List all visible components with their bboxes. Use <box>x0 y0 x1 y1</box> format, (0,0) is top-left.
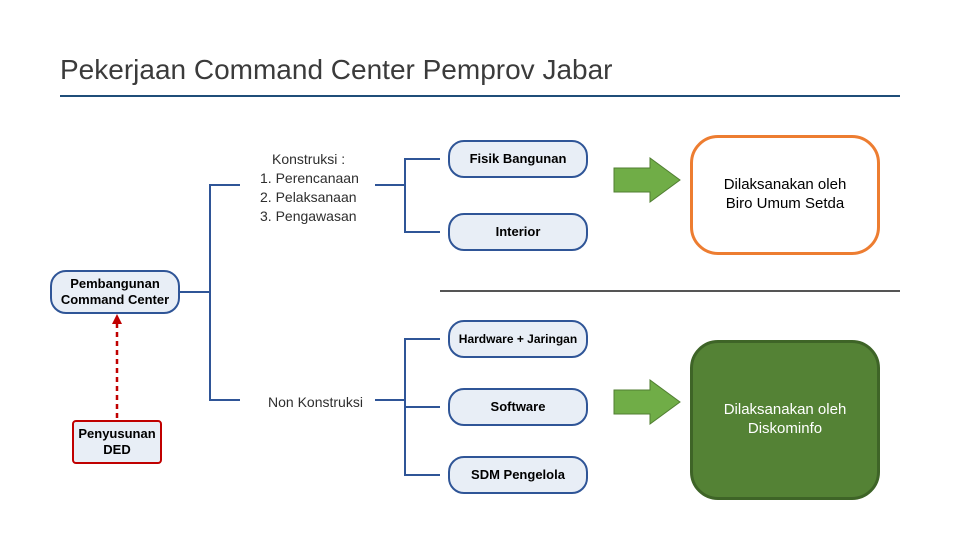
node-pembangunan-label: Pembangunan Command Center <box>61 276 169 309</box>
node-penyusunan-label: Penyusunan DED <box>78 426 155 459</box>
text-konstruksi-line1: 1. Perencanaan <box>260 169 359 188</box>
dashed-link-arrowhead <box>112 314 122 324</box>
text-nonkonstruksi-label: Non Konstruksi <box>268 394 363 410</box>
text-konstruksi: Konstruksi : 1. Perencanaan 2. Pelaksana… <box>260 150 359 226</box>
title-underline <box>60 95 900 97</box>
node-hardware: Hardware + Jaringan <box>448 320 588 358</box>
node-interior: Interior <box>448 213 588 251</box>
page-title: Pekerjaan Command Center Pemprov Jabar <box>60 54 612 85</box>
arrow-to-biro <box>614 158 680 202</box>
page-title-wrap: Pekerjaan Command Center Pemprov Jabar <box>60 48 612 92</box>
node-software: Software <box>448 388 588 426</box>
node-fisik-label: Fisik Bangunan <box>470 151 567 167</box>
node-biro: Dilaksanakan oleh Biro Umum Setda <box>690 135 880 255</box>
node-diskominfo-label: Dilaksanakan oleh Diskominfo <box>724 401 847 439</box>
text-konstruksi-line0: Konstruksi : <box>260 150 359 169</box>
section-divider <box>440 290 900 292</box>
node-biro-label: Dilaksanakan oleh Biro Umum Setda <box>724 176 847 214</box>
node-software-label: Software <box>491 399 546 415</box>
bracket-main <box>180 185 240 400</box>
node-sdm-label: SDM Pengelola <box>471 467 565 483</box>
node-interior-label: Interior <box>496 224 541 240</box>
node-diskominfo: Dilaksanakan oleh Diskominfo <box>690 340 880 500</box>
node-pembangunan: Pembangunan Command Center <box>50 270 180 314</box>
text-nonkonstruksi: Non Konstruksi <box>268 393 363 412</box>
arrow-to-diskominfo <box>614 380 680 424</box>
text-konstruksi-line2: 2. Pelaksanaan <box>260 188 359 207</box>
bracket-konstruksi <box>375 159 440 232</box>
node-sdm: SDM Pengelola <box>448 456 588 494</box>
text-konstruksi-line3: 3. Pengawasan <box>260 207 359 226</box>
node-penyusunan: Penyusunan DED <box>72 420 162 464</box>
node-hardware-label: Hardware + Jaringan <box>459 332 577 347</box>
node-fisik: Fisik Bangunan <box>448 140 588 178</box>
bracket-nonkonstruksi <box>375 339 440 475</box>
